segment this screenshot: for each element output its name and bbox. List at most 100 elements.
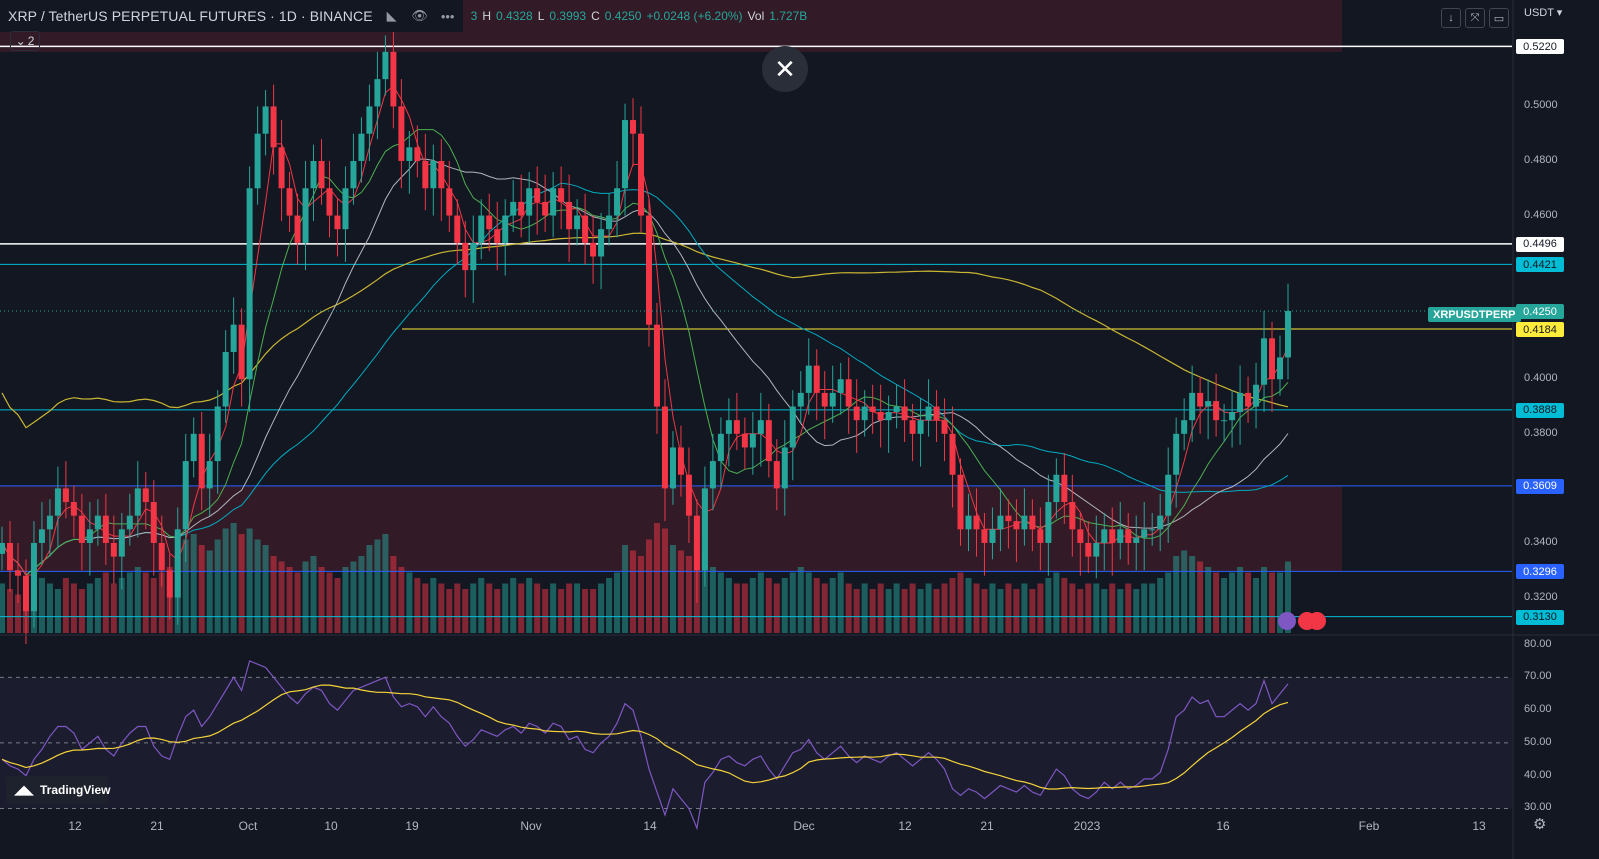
candle-body [214, 406, 221, 462]
candle-body [430, 160, 437, 189]
candle-body [590, 242, 597, 257]
volume-bar [1157, 578, 1164, 633]
volume-bar [813, 578, 820, 633]
gear-icon[interactable]: ⚙ [1533, 816, 1547, 833]
candle-body [725, 420, 732, 434]
tradingview-logo[interactable]: ◢◣ TradingView [6, 776, 110, 804]
volume-bar [598, 583, 605, 633]
candle-body [1085, 542, 1092, 557]
rsi-axis-tick: 80.00 [1524, 637, 1552, 650]
volume-bar [38, 578, 45, 633]
candle-body [310, 160, 317, 189]
lightning-icon[interactable] [1278, 612, 1296, 630]
candle-body [62, 488, 69, 503]
volume-bar [518, 583, 525, 633]
volume-bar [1229, 572, 1236, 633]
volume-bar [901, 589, 908, 633]
event-markers [1278, 612, 1326, 630]
rsi-axis-tick: 60.00 [1524, 703, 1552, 716]
volume-bar [590, 589, 597, 633]
close-label: C [591, 9, 600, 23]
volume-bar [294, 572, 301, 633]
symbol-title[interactable]: XRP / TetherUS PERPETUAL FUTURES · 1D · … [8, 8, 373, 24]
candle-body [22, 575, 29, 612]
volume-bar [62, 578, 69, 633]
volume-bar [446, 589, 453, 633]
candle-body [1173, 433, 1180, 475]
volume-bar [1005, 583, 1012, 633]
volume-bar [1085, 583, 1092, 633]
volume-bar [1269, 572, 1276, 633]
volume-bar [414, 578, 421, 633]
candle-body [278, 147, 285, 189]
rsi-axis-tick: 50.00 [1524, 735, 1552, 748]
candle-body [238, 324, 245, 380]
symbol-header: XRP / TetherUS PERPETUAL FUTURES · 1D · … [0, 0, 807, 32]
us-flag-icon[interactable] [1308, 612, 1326, 630]
download-icon[interactable]: ↓ [1441, 8, 1461, 28]
volume-bar [1181, 550, 1188, 633]
eye-icon[interactable]: 👁 [411, 8, 428, 23]
volume-bar [510, 578, 517, 633]
candle-body [1197, 392, 1204, 407]
candle-body [598, 229, 605, 257]
collapse-icon[interactable]: ⤧ [1465, 8, 1485, 28]
candle-body [78, 515, 85, 543]
candle-body [821, 392, 828, 407]
currency-selector[interactable]: USDT ▾ [1524, 7, 1563, 19]
candle-body [198, 433, 205, 489]
close-button[interactable]: ✕ [762, 46, 808, 92]
candle-body [566, 201, 573, 230]
volume-bar [614, 572, 621, 633]
volume-bar [853, 589, 860, 633]
volume-bar [262, 545, 269, 633]
candle-body [30, 542, 37, 612]
candle-body [1269, 338, 1276, 380]
candle-body [470, 242, 477, 271]
volume-bar [1205, 567, 1212, 633]
candle-body [1221, 420, 1228, 422]
candle-body [989, 529, 996, 543]
time-axis-tick: 21 [980, 819, 994, 833]
candle-body [1229, 411, 1236, 421]
more-icon[interactable]: ••• [440, 8, 455, 24]
volume-bar [781, 578, 788, 633]
candle-body [462, 242, 469, 271]
candle-body [693, 515, 700, 571]
volume-bar [829, 578, 836, 633]
candle-body [638, 133, 645, 216]
fullscreen-icon[interactable]: ▭ [1489, 8, 1509, 28]
volume-bar [909, 583, 916, 633]
candle-body [645, 215, 652, 325]
volume-bar [438, 583, 445, 633]
candle-body [38, 529, 45, 543]
volume-bar [757, 572, 764, 633]
candle-body [917, 420, 924, 434]
volume-bar [773, 583, 780, 633]
candle-body [1205, 401, 1212, 407]
candle-body [230, 324, 237, 352]
candle-body [1101, 529, 1108, 543]
volume-bar [78, 589, 85, 633]
indicators-collapse-button[interactable]: ⌄ 2 [10, 31, 40, 51]
price-level-label: 0.4496 [1516, 236, 1564, 252]
rsi-ma-line [1, 684, 1289, 790]
rsi-axis-tick: 30.00 [1524, 801, 1552, 814]
volume-bar [741, 583, 748, 633]
candle-body [158, 542, 165, 571]
candle-body [454, 215, 461, 243]
volume-bar [478, 578, 485, 633]
volume-bar [574, 583, 581, 633]
candle-body [965, 515, 972, 530]
candle-body [446, 188, 453, 216]
flag-icon[interactable]: ◣ [386, 8, 397, 23]
candle-body [925, 406, 932, 421]
low-label: L [537, 9, 545, 23]
candle-body [677, 447, 684, 475]
candle-body [366, 106, 373, 134]
candle-body [1245, 392, 1252, 407]
volume-bar [246, 528, 253, 633]
volume-bar [214, 539, 221, 633]
volume-bar [701, 556, 708, 633]
